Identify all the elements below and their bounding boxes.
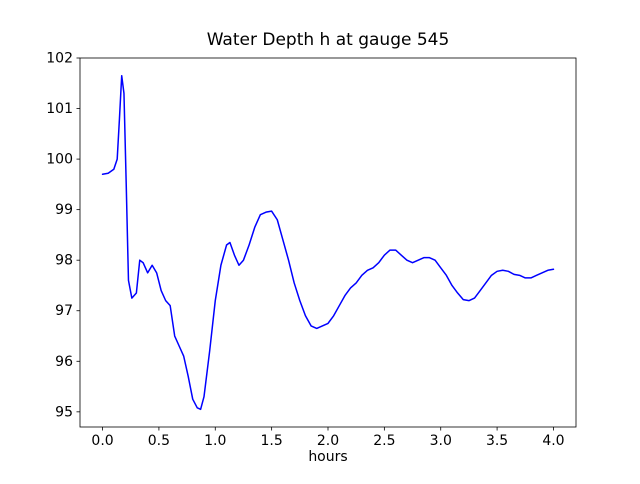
y-tick-label: 100: [46, 152, 73, 168]
y-tick-label: 96: [55, 354, 73, 370]
axes-spines: [79, 57, 577, 428]
x-tick-label: 0.5: [148, 433, 170, 449]
y-tick-label: 97: [55, 303, 73, 319]
y-tick-label: 98: [55, 253, 73, 269]
x-tick-label: 3.0: [430, 433, 452, 449]
x-tick-label: 1.0: [204, 433, 226, 449]
x-tick-label: 1.5: [261, 433, 283, 449]
x-tick-label: 2.5: [373, 433, 395, 449]
x-tick-label: 2.0: [317, 433, 339, 449]
x-tick-label: 4.0: [542, 433, 564, 449]
plot-area: 0.0 0.5 1.0 1.5 2.0 2.5 3.0 3.5 4.0 95 96 97 98 99 100…: [46, 51, 577, 449]
x-tick-label: 3.5: [486, 433, 508, 449]
y-tick-label: 99: [55, 202, 73, 218]
water-depth-line: [101, 74, 555, 411]
y-tick-label: 102: [46, 51, 73, 67]
y-tick-label: 101: [46, 101, 73, 117]
x-tick-label: 0.0: [91, 433, 113, 449]
x-axis-label: hours: [308, 449, 347, 465]
y-tick-label: 95: [55, 404, 73, 420]
chart-title: Water Depth h at gauge 545: [207, 30, 450, 50]
